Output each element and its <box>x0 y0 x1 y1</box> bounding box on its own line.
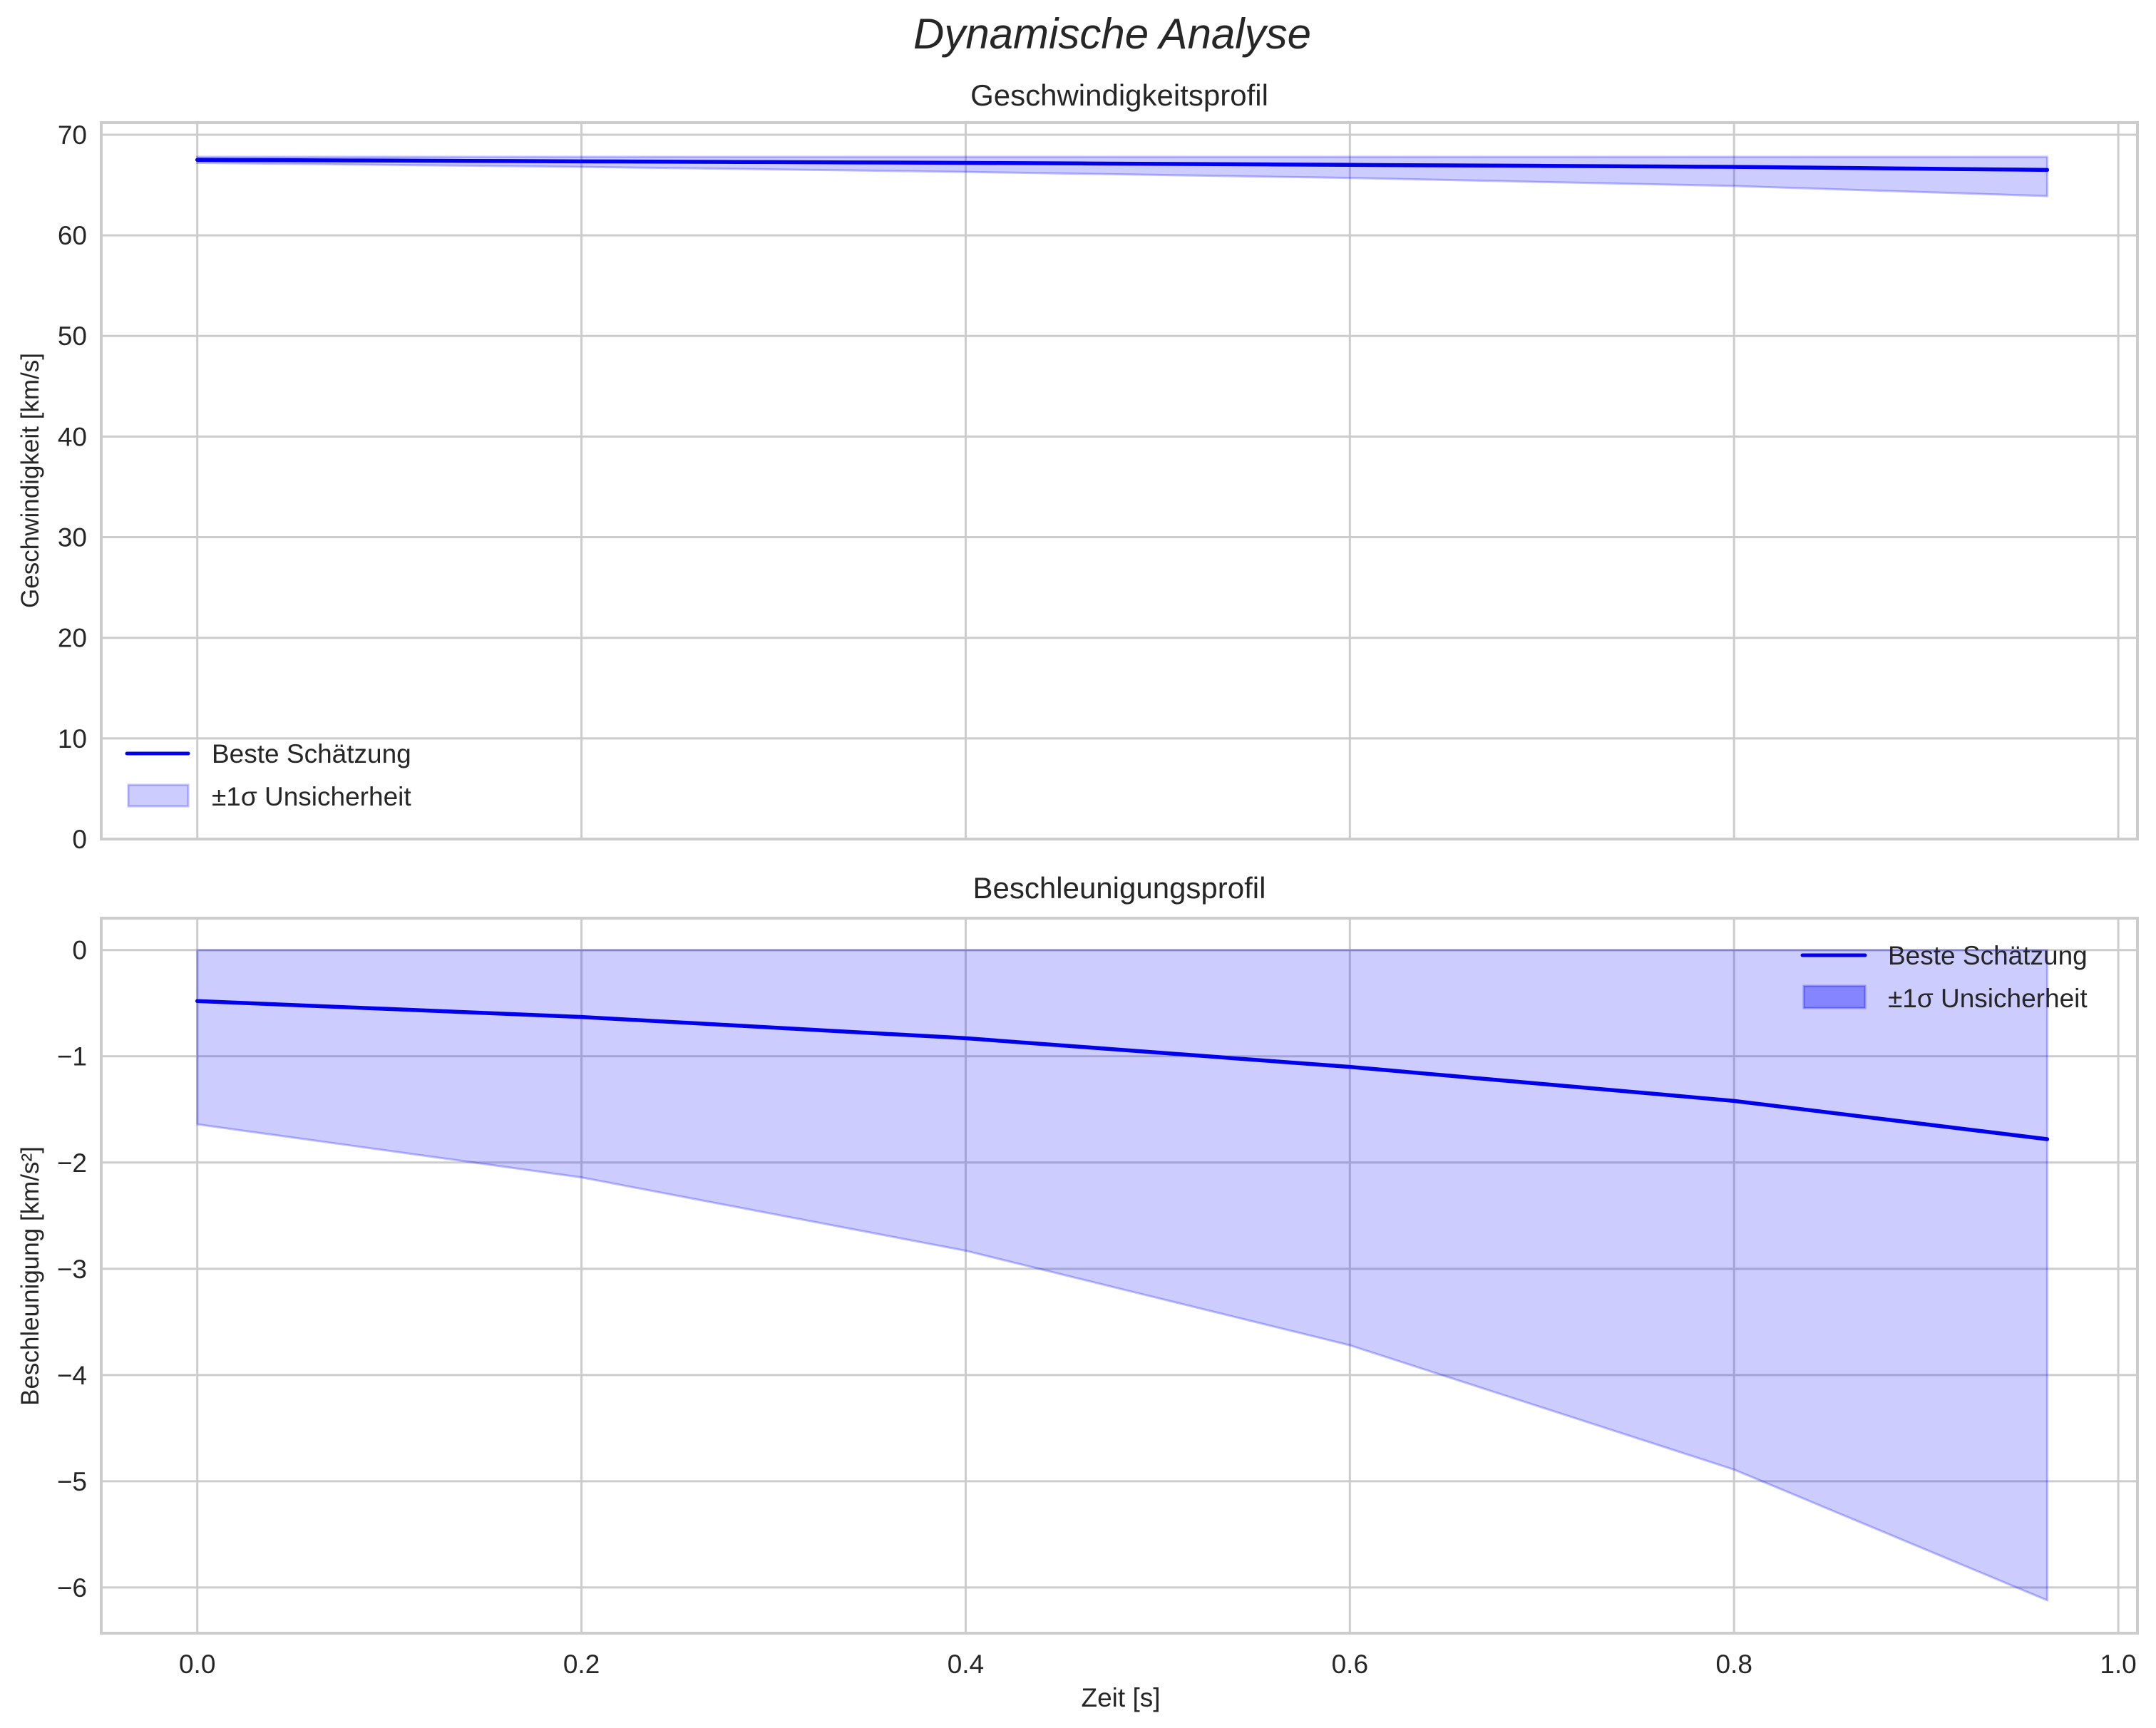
y-tick-label: 70 <box>58 120 87 150</box>
acceleration-chart: Beschleunigungsprofil 0−1−2−3−4−5−6 0.0 0… <box>16 871 2139 1679</box>
velocity-chart: Geschwindigkeitsprofil 0 10 20 30 40 50 60 70 G… <box>16 78 2139 854</box>
x-tick-label: 0.0 <box>179 1650 215 1679</box>
x-tick-label: 0.2 <box>563 1650 600 1679</box>
velocity-y-axis-label: Geschwindigkeit [km/s] <box>16 353 44 608</box>
velocity-y-ticks: 0 10 20 30 40 50 60 70 <box>58 120 87 854</box>
acceleration-grid <box>101 918 2137 1633</box>
y-tick-label: 50 <box>58 322 87 351</box>
acceleration-y-axis-label: Beschleunigung [km/s²] <box>16 1146 44 1406</box>
legend-label-best-estimate: Beste Schätzung <box>212 739 411 768</box>
velocity-best-estimate-line <box>195 158 2050 173</box>
axes-frame <box>100 121 2139 840</box>
legend-label-uncertainty: ±1σ Unsicherheit <box>1888 984 2088 1013</box>
acceleration-best-estimate-line <box>195 999 2050 1141</box>
acceleration-y-ticks: 0 −1 −2 −3 −4 −5 −6 <box>57 936 87 1603</box>
y-tick-label: 0 <box>72 936 87 965</box>
legend-patch-icon <box>127 783 190 808</box>
acceleration-x-ticks: 0.0 0.2 0.4 0.6 0.8 1.0 <box>179 1650 2137 1679</box>
y-tick-label: 10 <box>58 724 87 754</box>
x-tick-label: 0.6 <box>1332 1650 1368 1679</box>
y-tick-label: 30 <box>58 523 87 552</box>
y-tick-label: −2 <box>57 1148 87 1178</box>
legend-label-uncertainty: ±1σ Unsicherheit <box>212 782 411 811</box>
y-tick-label: 60 <box>58 221 87 250</box>
y-tick-label: 20 <box>58 624 87 653</box>
velocity-axes-frame <box>100 121 2139 840</box>
y-tick-label: −3 <box>57 1255 87 1284</box>
y-tick-label: 40 <box>58 422 87 451</box>
x-tick-label: 0.4 <box>948 1650 984 1679</box>
velocity-chart-title: Geschwindigkeitsprofil <box>970 78 1268 112</box>
y-tick-label: −4 <box>57 1361 87 1390</box>
uncertainty-band <box>196 949 2048 1603</box>
figure-title: Dynamische Analyse <box>913 10 1311 58</box>
legend-patch-icon <box>1802 984 1867 1009</box>
y-tick-label: −1 <box>57 1042 87 1071</box>
axes-frame <box>100 917 2139 1635</box>
velocity-grid <box>101 123 2137 840</box>
x-tick-label: 1.0 <box>2100 1650 2136 1679</box>
best-estimate-line <box>195 158 2050 173</box>
velocity-legend: Beste Schätzung ±1σ Unsicherheit <box>125 739 411 811</box>
legend-label-best-estimate: Beste Schätzung <box>1888 941 2088 970</box>
y-tick-label: −6 <box>57 1573 87 1603</box>
acceleration-axes-frame <box>100 917 2139 1635</box>
acceleration-uncertainty-band <box>196 949 2048 1603</box>
y-tick-label: −5 <box>57 1467 87 1496</box>
y-tick-label: 0 <box>72 825 87 854</box>
x-tick-label: 0.8 <box>1715 1650 1752 1679</box>
best-estimate-line <box>195 999 2050 1141</box>
acceleration-legend: Beste Schätzung ±1σ Unsicherheit <box>1800 941 2088 1013</box>
x-axis-label: Zeit [s] <box>1081 1683 1160 1712</box>
acceleration-chart-title: Beschleunigungsprofil <box>973 871 1266 905</box>
